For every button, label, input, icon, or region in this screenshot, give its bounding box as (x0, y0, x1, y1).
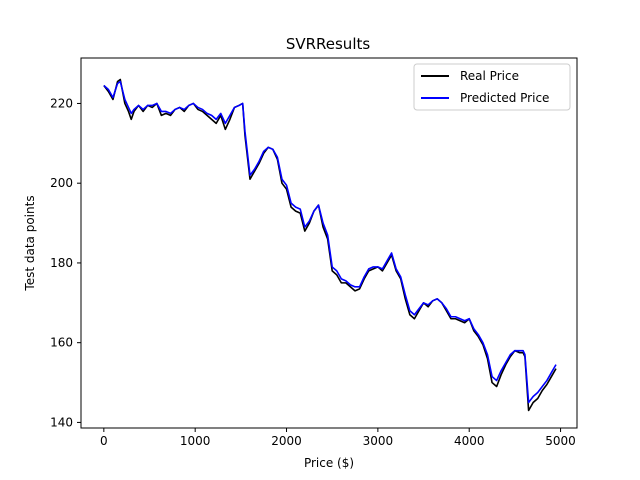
legend-label-predicted-price: Predicted Price (460, 91, 549, 105)
chart-title: SVRResults (286, 35, 371, 53)
plot-frame (80, 57, 578, 429)
y-axis-label: Test data points (23, 195, 37, 291)
x-tick-label: 2000 (271, 434, 302, 448)
plot-area (80, 57, 578, 429)
x-tick-label: 0 (100, 434, 108, 448)
x-axis-label: Price ($) (304, 456, 354, 470)
y-tick-label: 160 (50, 336, 73, 350)
y-tick-label: 140 (50, 415, 73, 429)
series-line-predicted-price (103, 80, 557, 404)
x-tick-label: 4000 (454, 434, 485, 448)
legend-box (413, 63, 571, 111)
legend-label-real-price: Real Price (460, 69, 519, 83)
series-layer (103, 78, 557, 412)
x-axis-ticks: 0 1000 2000 3000 4000 5000 (100, 428, 576, 448)
y-tick-label: 180 (50, 256, 73, 270)
y-axis-ticks: 140 160 180 200 220 (50, 96, 81, 429)
x-tick-label: 1000 (180, 434, 211, 448)
y-tick-label: 200 (50, 176, 73, 190)
y-tick-label: 220 (50, 96, 73, 110)
x-tick-label: 3000 (363, 434, 394, 448)
legend: Real Price Predicted Price (413, 63, 571, 111)
x-tick-label: 5000 (545, 434, 576, 448)
